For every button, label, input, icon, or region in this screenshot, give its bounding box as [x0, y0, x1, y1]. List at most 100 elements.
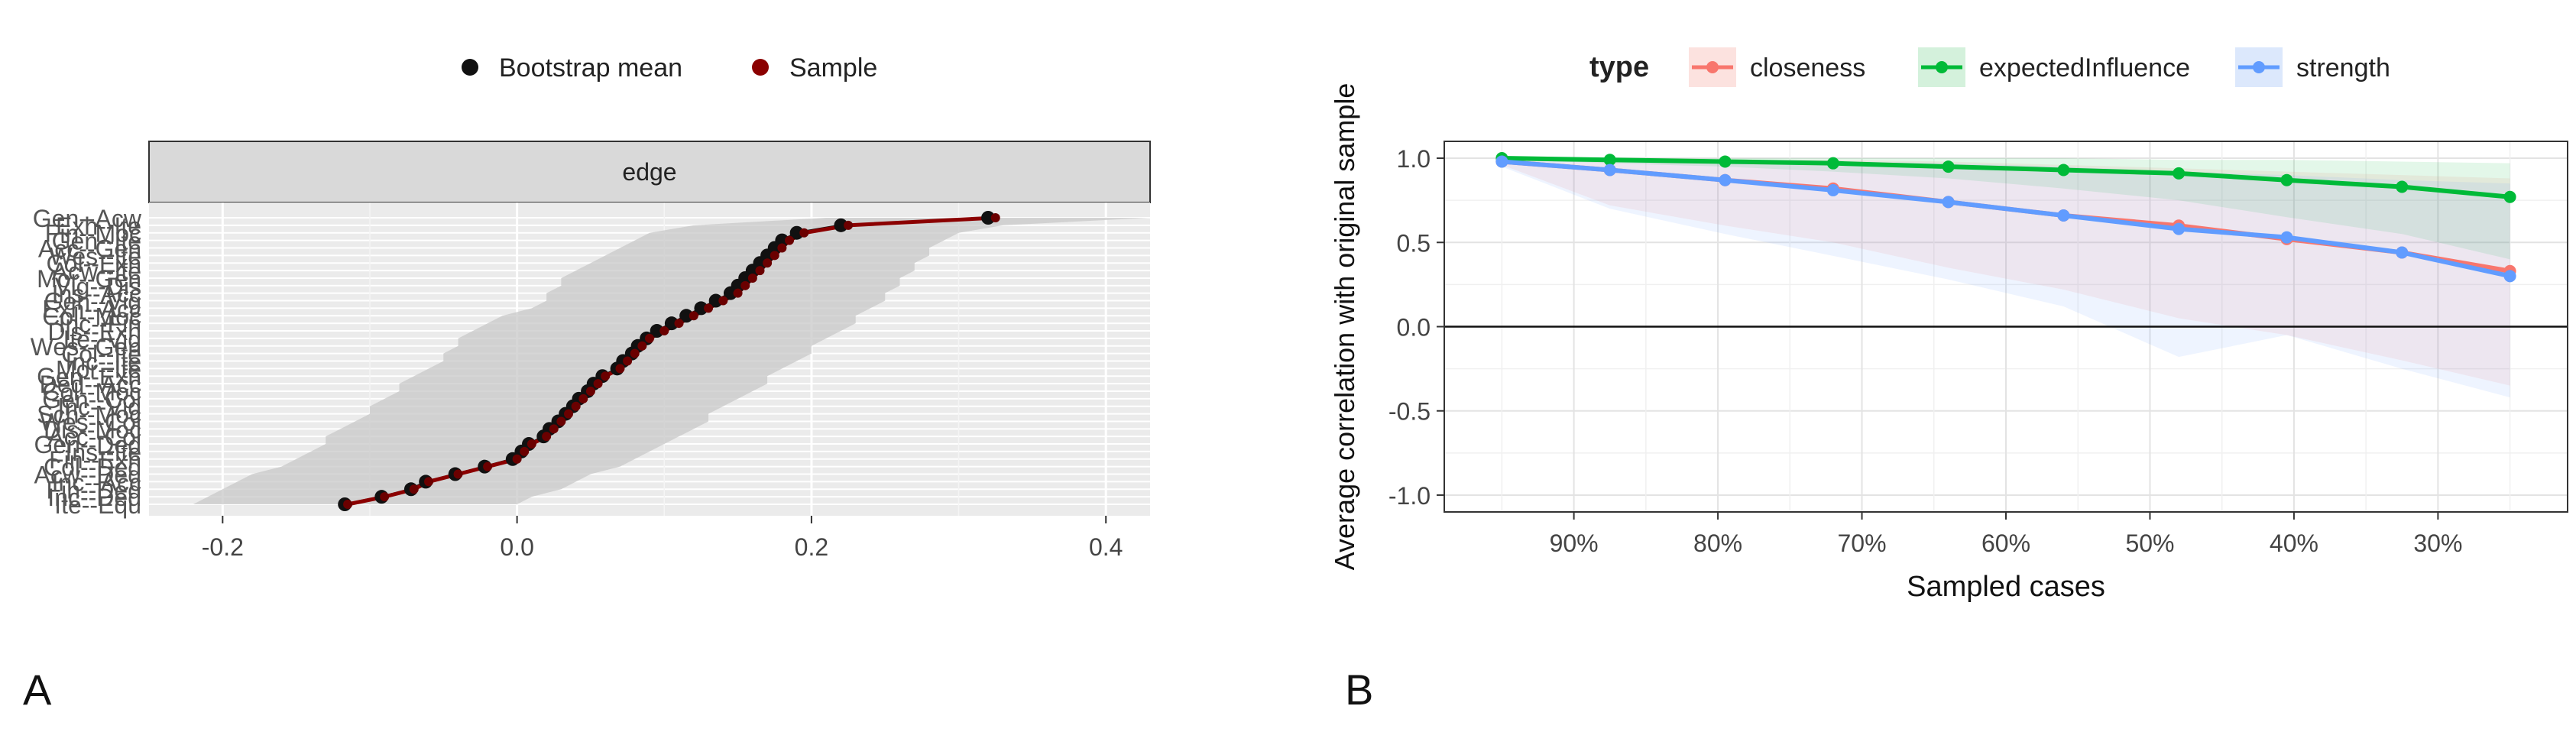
x-axis: 90% 80% 70% 60% 50% 40% 30%: [1550, 512, 2462, 557]
x-tick-label: 0.4: [1089, 533, 1123, 561]
sample-point: [424, 477, 434, 487]
y-tick-label: Fin--Ded: [47, 476, 141, 504]
sample-point: [549, 424, 559, 434]
sample-point: [483, 462, 493, 471]
sample-point: [740, 280, 750, 290]
y-tick-label: Gen--Vig: [44, 288, 141, 316]
bootstrap-mean-point: [694, 301, 708, 316]
sample-point: [520, 446, 530, 456]
panel-label-a: A: [23, 666, 52, 714]
y-tick-label: Ins--Acc: [52, 280, 141, 308]
y-tick-label: Col--Moc: [42, 303, 141, 330]
sample-point: [343, 500, 353, 509]
y-tick-labels: Gen--AcwExh--IteFin--MocGen--IteAcc--Gen…: [31, 205, 142, 519]
sample-point: [674, 319, 684, 329]
y-tick-label: 0.0: [1397, 314, 1431, 342]
sample-point: [763, 258, 773, 268]
y-axis: 1.0 0.5 0.0 -0.5 -1.0: [1388, 145, 1444, 510]
y-tick-label: Sch--Moc: [37, 401, 141, 429]
y-tick-label: Wes--Col: [40, 408, 141, 436]
y-tick-label: Inc--Vig: [57, 394, 141, 421]
point-expectedInfluence: [1826, 157, 1839, 170]
y-tick-label: Gen--Exh: [37, 363, 141, 390]
legend-title: type: [1589, 51, 1649, 83]
points-strength: [1495, 155, 2516, 283]
y-tick-label: Acc--Gen: [38, 235, 141, 262]
y-tick-label: Fin--Moc: [45, 220, 141, 248]
y-tick-label: Ded--Acc: [40, 371, 141, 398]
sample-point: [770, 251, 779, 261]
y-tick-label: Inc--Acc: [52, 468, 141, 496]
point-strength: [2396, 246, 2409, 259]
y-tick-label: Col--Ded: [44, 454, 141, 481]
bootstrap-mean-point: [664, 316, 679, 331]
legend-key-1: [752, 59, 769, 76]
point-expectedInfluence: [1942, 160, 1955, 173]
y-tick-label: Wes--Gen: [31, 333, 141, 361]
sample-point: [689, 311, 698, 321]
bootstrap-mean-point: [679, 309, 694, 323]
legend: Bootstrap mean Sample: [462, 53, 877, 83]
sample-point: [527, 439, 536, 449]
sample-point: [704, 303, 714, 313]
sample-point: [844, 220, 854, 230]
y-tick-label: Mor--Ite: [56, 355, 141, 383]
sample-point: [571, 401, 581, 411]
y-tick-label: Acc--Col: [47, 423, 141, 451]
y-tick-label: Col--Exh: [47, 250, 141, 277]
stability-chart: type closeness expectedInfluence strength 1.…: [1329, 47, 2568, 603]
sample-point: [990, 213, 1000, 222]
sample-point: [630, 348, 640, 358]
sample-point: [542, 432, 552, 442]
sample-point: [777, 243, 787, 253]
y-tick-label: -0.5: [1388, 398, 1431, 426]
sample-point: [380, 492, 390, 502]
point-strength: [1719, 173, 1732, 186]
point-expectedInfluence: [1603, 154, 1616, 167]
legend-key-point-2: [2253, 61, 2265, 73]
y-tick-label: Inc--Fin: [59, 310, 141, 338]
legend-label-1: expectedInfluence: [1979, 53, 2190, 83]
sample-point: [785, 235, 795, 245]
point-strength: [2057, 209, 2070, 222]
bootstrap-mean-point: [834, 218, 848, 232]
strip-label: edge: [622, 158, 676, 186]
point-expectedInfluence: [2173, 167, 2186, 180]
bootstrap-mean-point: [723, 286, 737, 300]
sample-point: [799, 228, 809, 238]
bootstrap-mean-point: [789, 225, 804, 240]
sample-point: [556, 416, 566, 426]
point-strength: [2173, 222, 2186, 235]
x-tick-label: 80%: [1693, 530, 1742, 557]
sample-point: [755, 266, 765, 276]
y-axis-title: Average correlation with original sample: [1329, 83, 1360, 571]
sample-point: [601, 371, 611, 381]
sample-point: [659, 326, 669, 336]
x-tick-label: 40%: [2270, 530, 2318, 557]
sample-point: [615, 364, 625, 374]
sample-points: [343, 213, 1000, 509]
y-tick-label: 1.0: [1397, 145, 1431, 173]
y-tick-label: Col--Ite: [61, 341, 141, 368]
bootstrap-mean-point: [650, 324, 664, 338]
y-tick-label: 0.5: [1397, 229, 1431, 257]
x-tick-label: 60%: [1981, 530, 2030, 557]
legend-label-2: strength: [2296, 53, 2390, 83]
legend-label-0: closeness: [1750, 53, 1865, 83]
legend: type closeness expectedInfluence strength: [1589, 47, 2390, 87]
line-expectedInfluence: [1502, 156, 2510, 199]
sample-point: [453, 469, 463, 479]
legend-key-point-1: [1936, 61, 1948, 73]
y-tick-label: Exh--Ite: [56, 212, 141, 240]
y-tick-label: Inc--Ded: [47, 484, 141, 511]
y-tick-label: Inc--Ite: [65, 348, 141, 376]
legend-label-0: Bootstrap mean: [499, 53, 682, 83]
sample-point: [718, 296, 728, 306]
x-tick-label: 0.0: [500, 533, 533, 561]
y-tick-label: Gen--Ite: [52, 228, 141, 255]
x-tick-label: 0.2: [795, 533, 828, 561]
panel-b: type closeness expectedInfluence strength 1.…: [1299, 0, 2576, 728]
sample-point: [593, 379, 603, 389]
x-tick-label: 70%: [1838, 530, 1887, 557]
y-tick-label: Gen--Ded: [34, 431, 142, 458]
